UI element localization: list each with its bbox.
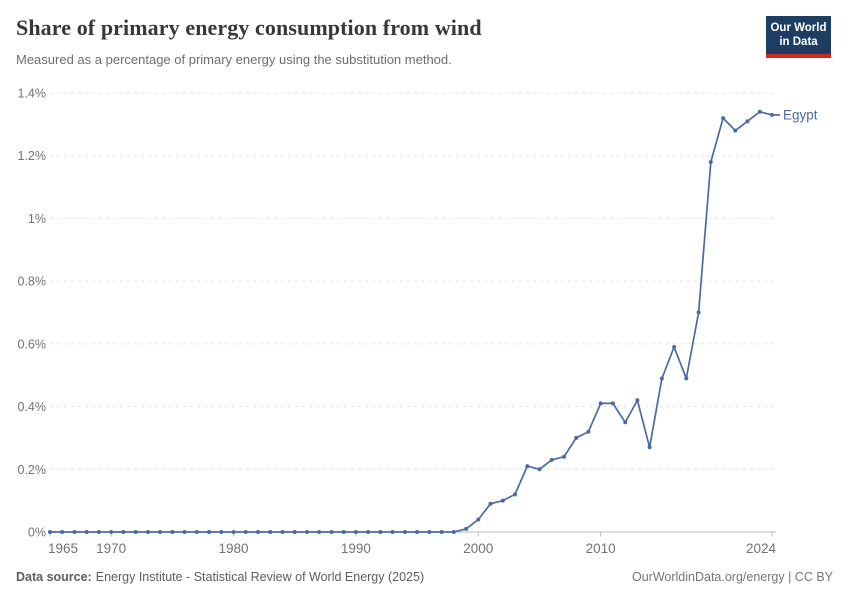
data-point <box>366 530 371 534</box>
data-point <box>684 376 689 381</box>
data-point <box>231 530 236 534</box>
data-source-value: Energy Institute - Statistical Review of… <box>95 570 425 584</box>
data-point <box>292 530 297 534</box>
data-point <box>243 530 248 534</box>
data-point <box>219 530 224 534</box>
page-title: Share of primary energy consumption from… <box>16 15 482 40</box>
data-point <box>182 530 187 534</box>
data-point <box>733 128 738 133</box>
y-axis-label: 0% <box>28 526 46 540</box>
data-point <box>659 376 664 381</box>
x-axis-label: 1980 <box>219 541 249 556</box>
data-point <box>158 530 163 534</box>
data-point <box>109 530 114 534</box>
data-point <box>427 530 432 534</box>
data-source: Data source: Energy Institute - Statistic… <box>16 570 424 584</box>
x-axis-label: 2010 <box>586 541 616 556</box>
data-point <box>476 517 481 522</box>
data-point <box>488 501 493 506</box>
logo-text-line1: Our World <box>770 22 827 34</box>
data-point <box>378 530 383 534</box>
data-point <box>145 530 150 534</box>
page-subtitle: Measured as a percentage of primary ener… <box>16 52 452 67</box>
y-axis-label: 0.4% <box>18 400 47 414</box>
data-point <box>500 498 505 503</box>
data-point <box>72 530 77 534</box>
data-point <box>647 445 652 450</box>
data-point <box>598 401 603 406</box>
data-point <box>537 467 542 472</box>
data-point <box>170 530 175 534</box>
data-point <box>721 116 726 121</box>
x-axis-label: 2024 <box>746 541 777 556</box>
data-point <box>353 530 358 534</box>
y-axis-label: 0.2% <box>18 463 47 477</box>
data-point <box>586 429 591 434</box>
data-point <box>317 530 322 534</box>
data-point <box>133 530 138 534</box>
data-point <box>84 530 89 534</box>
data-point <box>451 530 456 534</box>
y-axis-label: 1.2% <box>18 149 47 163</box>
data-point <box>305 530 309 534</box>
data-point <box>60 530 65 534</box>
data-point <box>464 526 469 531</box>
data-point <box>525 464 530 469</box>
y-axis-label: 0.6% <box>18 337 47 351</box>
series-line <box>49 110 773 533</box>
data-point <box>390 530 395 534</box>
data-point <box>207 530 212 534</box>
logo-text-line2: in Data <box>779 36 818 49</box>
chart-footer: Data source: Energy Institute - Statistic… <box>16 570 833 584</box>
data-point <box>757 109 762 114</box>
data-point <box>256 530 260 534</box>
x-axis-label: 1965 <box>48 541 78 556</box>
data-point <box>635 398 640 403</box>
credit-link[interactable]: OurWorldinData.org/energy | CC BY <box>631 570 833 584</box>
data-point <box>745 119 750 124</box>
data-point <box>329 530 334 534</box>
x-axis-label: 1990 <box>341 541 371 556</box>
data-source-label: Data source: <box>16 570 92 584</box>
data-point <box>121 530 126 534</box>
data-point <box>194 530 199 534</box>
data-point <box>415 530 420 534</box>
data-point <box>513 492 517 497</box>
data-point <box>770 112 774 117</box>
data-point <box>280 530 285 534</box>
data-point <box>672 345 677 349</box>
series-label-egypt[interactable]: Egypt <box>783 107 818 122</box>
y-axis-label: 1% <box>28 212 46 226</box>
y-axis-label: 1.4% <box>18 87 47 101</box>
data-point <box>574 435 579 440</box>
y-axis-label: 0.8% <box>18 275 47 289</box>
x-axis-label: 2000 <box>463 541 493 556</box>
data-point <box>96 530 101 534</box>
x-axis-label: 1970 <box>96 541 126 556</box>
data-point <box>268 530 273 534</box>
data-point <box>562 454 566 459</box>
data-point <box>610 401 615 406</box>
data-point <box>402 530 407 534</box>
owid-logo[interactable]: Our World in Data <box>766 16 831 58</box>
data-point <box>623 420 628 425</box>
data-point <box>696 310 701 315</box>
data-point <box>439 530 444 534</box>
data-point <box>708 160 713 164</box>
data-point <box>549 457 554 462</box>
data-point <box>48 530 52 534</box>
data-point <box>341 530 346 534</box>
